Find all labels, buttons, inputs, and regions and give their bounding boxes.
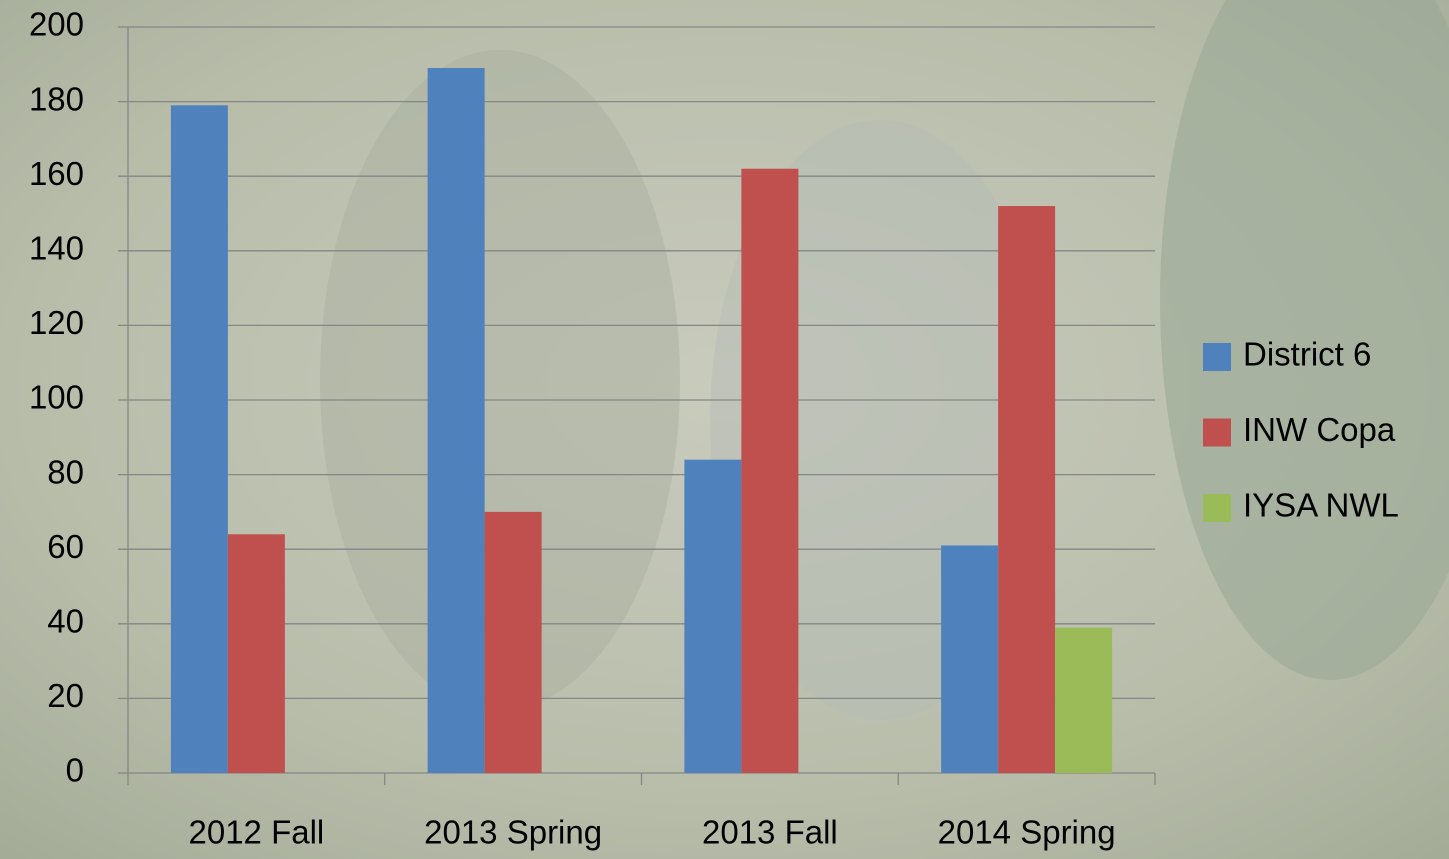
bar [428, 68, 485, 773]
y-tick-label: 40 [47, 603, 84, 640]
y-tick-label: 60 [47, 528, 84, 565]
legend-swatch [1203, 419, 1231, 447]
x-tick-label: 2013 Fall [702, 814, 838, 851]
y-tick-label: 0 [66, 752, 84, 789]
bar [684, 460, 741, 773]
bar [228, 534, 285, 773]
bar [485, 512, 542, 773]
bar [741, 169, 798, 773]
bar [1055, 628, 1112, 773]
x-tick-label: 2014 Spring [938, 814, 1116, 851]
y-tick-label: 200 [29, 6, 84, 43]
legend-label: INW Copa [1243, 411, 1396, 448]
legend-swatch [1203, 494, 1231, 522]
bar [941, 545, 998, 773]
y-tick-label: 180 [29, 80, 84, 117]
x-tick-label: 2013 Spring [424, 814, 602, 851]
legend-swatch [1203, 343, 1231, 371]
legend-label: District 6 [1243, 336, 1371, 373]
y-tick-label: 100 [29, 379, 84, 416]
bar [998, 206, 1055, 773]
y-tick-label: 160 [29, 155, 84, 192]
bar [171, 105, 228, 773]
x-tick-label: 2012 Fall [188, 814, 324, 851]
y-tick-label: 140 [29, 230, 84, 267]
y-tick-label: 20 [47, 677, 84, 714]
chart: 0 20 40 60 80 100 120 140 160 180 200 2012 Fall 2013… [0, 0, 1449, 859]
legend-label: IYSA NWL [1243, 487, 1399, 524]
y-tick-label: 120 [29, 304, 84, 341]
y-tick-label: 80 [47, 453, 84, 490]
